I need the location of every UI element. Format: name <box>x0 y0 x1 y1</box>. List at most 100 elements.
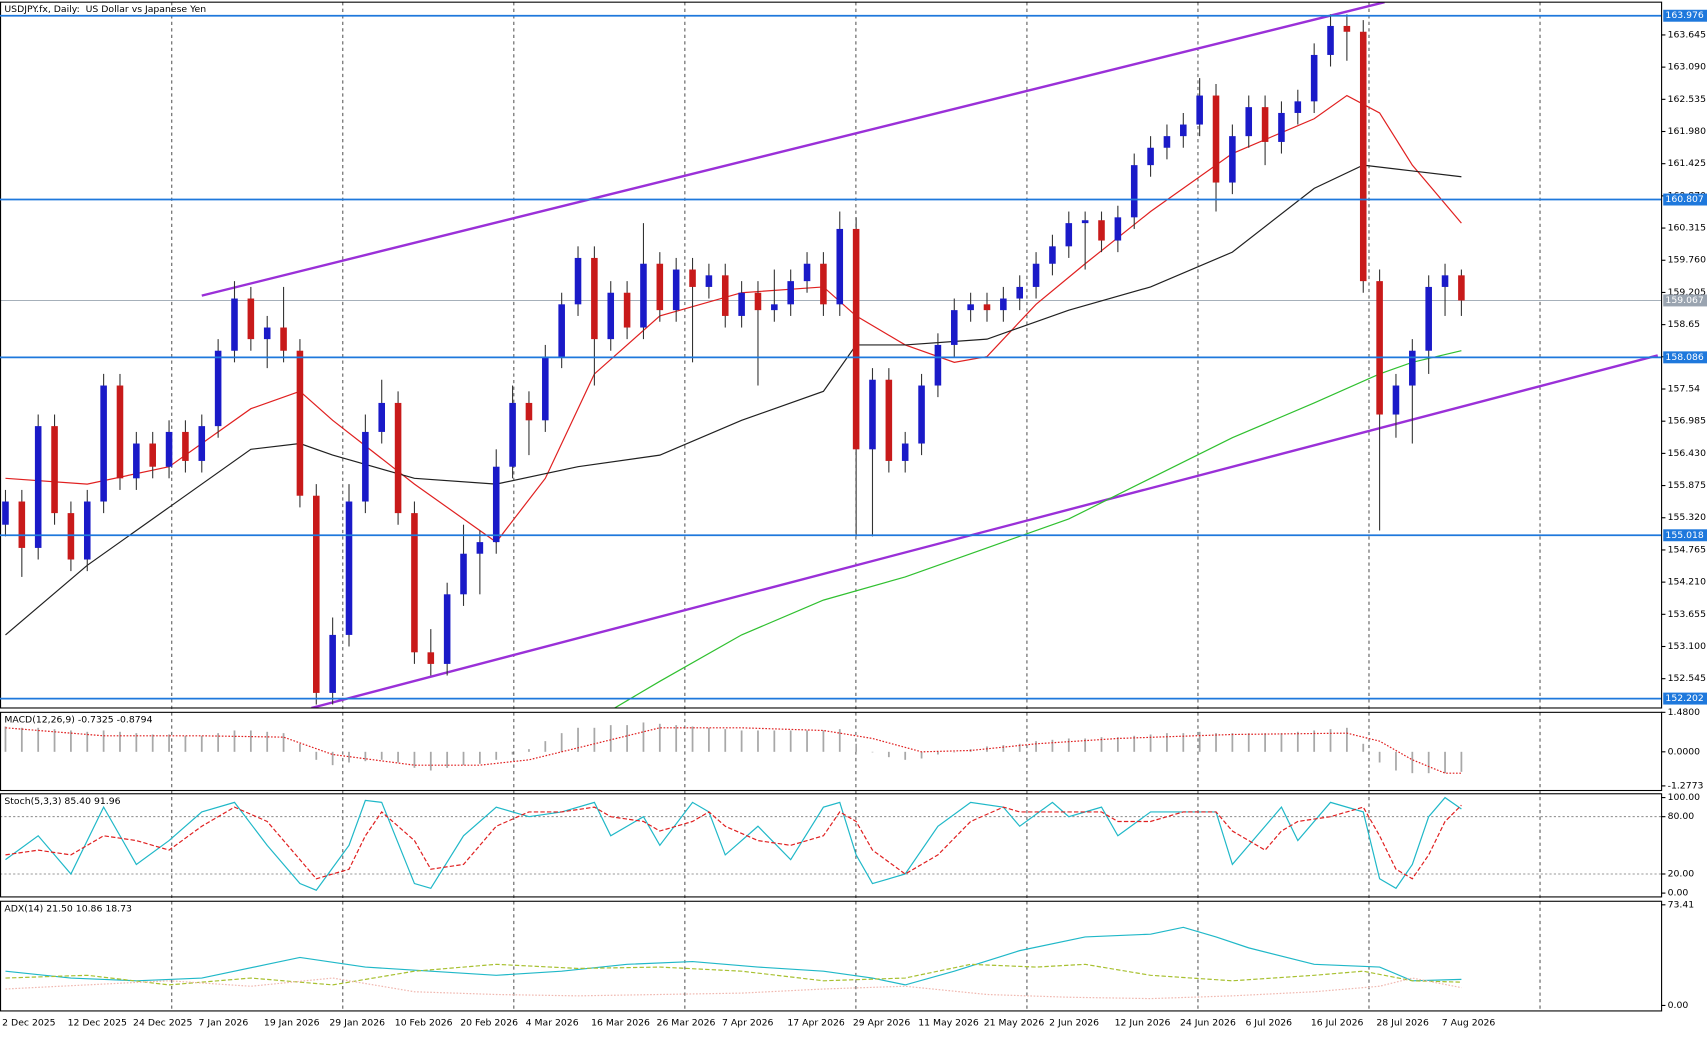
macd-bar <box>1313 730 1316 752</box>
macd-bar <box>1411 751 1414 774</box>
macd-bar <box>429 751 432 771</box>
candle-body <box>1049 246 1056 264</box>
macd-bar <box>397 751 399 763</box>
level-label-box <box>1663 193 1707 206</box>
candle-body <box>1212 95 1220 183</box>
candle-body <box>1376 281 1383 415</box>
candle-body <box>885 379 893 461</box>
panel <box>4 722 1463 774</box>
macd-bar <box>838 729 841 752</box>
y-tick-label: 158.65 <box>1668 319 1701 330</box>
x-tick-label: 12 Dec 2025 <box>68 1017 127 1028</box>
macd-bar <box>1247 733 1250 752</box>
candle-body <box>476 542 484 554</box>
candle-body <box>1081 220 1089 224</box>
y-tick-label: 163.645 <box>1668 29 1707 40</box>
candle-body <box>1392 385 1400 415</box>
candle-body <box>165 431 173 467</box>
macd-bar <box>708 727 710 752</box>
macd-bar <box>1198 731 1201 752</box>
macd-bar <box>1182 733 1185 752</box>
candle-body <box>901 443 909 461</box>
macd-bar <box>593 727 596 752</box>
candle-body <box>492 466 500 543</box>
macd-bar <box>299 743 301 752</box>
macd-bar <box>86 731 89 752</box>
macd-bar <box>626 725 628 752</box>
y-tick-label: 152.545 <box>1668 673 1707 684</box>
candle-body <box>1098 220 1105 241</box>
panel <box>0 2 1662 708</box>
macd-bar <box>20 727 23 752</box>
candle-body <box>1425 286 1432 351</box>
macd-bar <box>887 751 890 758</box>
candle-body <box>640 263 647 328</box>
panel-title: MACD(12,26,9) -0.7325 -0.8794 <box>4 714 152 725</box>
y-tick-label: 162.535 <box>1668 94 1707 105</box>
macd-bar <box>249 730 252 752</box>
panel-border <box>0 793 1663 898</box>
macd-bar <box>119 731 121 752</box>
x-tick-label: 24 Jun 2026 <box>1180 1017 1236 1028</box>
candle-body <box>754 292 762 311</box>
x-tick-label: 16 Jul 2026 <box>1311 1017 1364 1028</box>
x-tick-label: 4 Mar 2026 <box>526 1017 579 1028</box>
candle-body <box>869 379 876 450</box>
candle-body <box>852 228 860 450</box>
y-tick-label: 154.210 <box>1668 577 1707 588</box>
x-tick-label: 6 Jul 2026 <box>1245 1017 1292 1028</box>
macd-bar <box>1346 727 1348 752</box>
macd-bar <box>920 751 923 759</box>
candle-body <box>967 304 974 311</box>
y-tick-label: 1.4800 <box>1668 707 1701 718</box>
macd-bar <box>1051 739 1054 752</box>
candle-body <box>460 553 467 595</box>
current-price-box <box>1663 294 1707 307</box>
y-tick-label: 154.765 <box>1668 544 1707 555</box>
trendline <box>201 2 1385 297</box>
y-tick-label: 155.875 <box>1668 480 1707 491</box>
macd-bar <box>1133 735 1136 752</box>
macd-bar <box>904 751 907 760</box>
candle-body <box>1114 217 1122 241</box>
candle-body <box>721 275 729 316</box>
candle-body <box>231 298 238 351</box>
candle-body <box>591 257 598 340</box>
y-tick-label: 159.205 <box>1668 287 1707 298</box>
candle-body <box>1180 124 1187 137</box>
candle-body <box>1245 107 1253 137</box>
macd-bar <box>1280 733 1283 752</box>
x-tick-label: 11 May 2026 <box>918 1017 979 1028</box>
series-line <box>5 977 1462 1000</box>
macd-bar <box>184 735 187 752</box>
y-tick-label: 80.00 <box>1668 811 1695 822</box>
candle-body <box>656 263 664 311</box>
macd-bar <box>1002 745 1005 752</box>
candle-body <box>672 269 680 311</box>
candle-body <box>1032 263 1040 287</box>
macd-bar <box>135 733 138 752</box>
x-tick-label: 19 Jan 2026 <box>264 1017 320 1028</box>
candle-body <box>83 501 91 560</box>
macd-bar <box>1395 751 1397 771</box>
y-tick-label: 0.0000 <box>1668 746 1701 757</box>
panel-title: USDJPY.fx, Daily: US Dollar vs Japanese … <box>4 4 206 15</box>
macd-bar <box>1215 733 1217 752</box>
x-tick-label: 16 Mar 2026 <box>591 1017 650 1028</box>
macd-bar <box>446 751 449 768</box>
macd-bar <box>1460 751 1463 772</box>
series-line <box>5 164 1462 636</box>
candle-body <box>378 402 386 432</box>
macd-bar <box>724 729 727 752</box>
macd-bar <box>53 729 56 752</box>
candle-body <box>427 652 435 664</box>
candle-body <box>836 228 844 305</box>
macd-bar <box>773 730 776 752</box>
macd-bar <box>151 734 154 752</box>
level-label-box <box>1663 529 1707 542</box>
trendline <box>311 354 1659 708</box>
macd-bar <box>789 730 792 752</box>
x-tick-label: 7 Jan 2026 <box>198 1017 248 1028</box>
